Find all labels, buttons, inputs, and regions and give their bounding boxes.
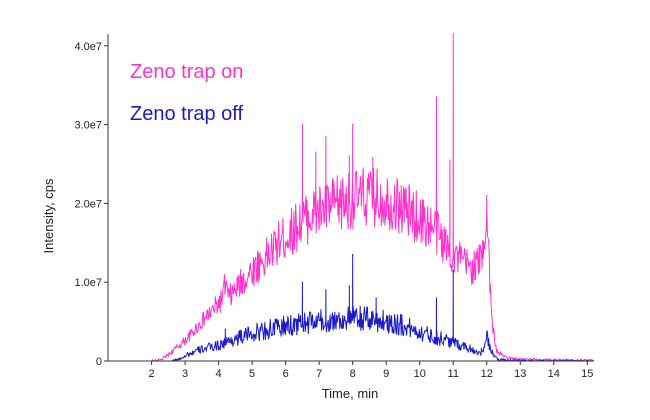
spike-point bbox=[325, 289, 327, 291]
x-axis-title: Time, min bbox=[322, 386, 379, 401]
legend-entry-zeno-off: Zeno trap off bbox=[130, 103, 243, 125]
spike-point bbox=[348, 155, 350, 157]
y-tick-label: 3.0e7 bbox=[74, 120, 102, 132]
y-tick-label: 0 bbox=[96, 356, 102, 368]
y-tick-label: 2.0e7 bbox=[74, 198, 102, 210]
spike-point bbox=[348, 285, 350, 287]
spike-point bbox=[452, 269, 454, 271]
x-tick-label: 2 bbox=[149, 368, 155, 380]
spike-point bbox=[435, 297, 438, 299]
series-layer bbox=[108, 33, 595, 362]
x-tick-label: 3 bbox=[182, 368, 188, 380]
spike-point bbox=[452, 33, 454, 35]
x-tick-label: 14 bbox=[548, 368, 560, 380]
x-tick-label: 9 bbox=[383, 368, 389, 380]
x-tick-label: 12 bbox=[481, 368, 493, 380]
x-tick-label: 15 bbox=[581, 368, 593, 380]
spike-point bbox=[224, 328, 226, 331]
x-tick-label: 7 bbox=[316, 368, 322, 380]
series-line-zeno-trap-off bbox=[108, 254, 594, 362]
spike-point bbox=[372, 157, 374, 159]
spike-point bbox=[301, 124, 303, 126]
axes-layer bbox=[107, 34, 594, 362]
spike-point bbox=[315, 151, 317, 153]
spike-point bbox=[375, 297, 377, 299]
y-tick-label: 1.0e7 bbox=[74, 277, 102, 289]
spike-point bbox=[352, 124, 354, 126]
spike-point bbox=[301, 281, 303, 283]
spike-point bbox=[435, 96, 438, 98]
y-axis-title: Intensity, cps bbox=[41, 178, 56, 253]
x-tick-label: 10 bbox=[414, 368, 426, 380]
y-tick-label: 4.0e7 bbox=[74, 41, 102, 53]
x-tick-label: 13 bbox=[514, 368, 526, 380]
ticks-layer: 2 3 4 5 6 7 8 9 10 11 12 13 14 15 0 1.0e7 2.0e7 3.0e7 4.0e… bbox=[74, 41, 593, 380]
x-tick-label: 5 bbox=[249, 368, 255, 380]
x-tick-label: 4 bbox=[216, 368, 222, 380]
spike-point bbox=[486, 194, 488, 197]
legend-entry-zeno-on: Zeno trap on bbox=[130, 61, 243, 83]
x-tick-label: 6 bbox=[283, 368, 289, 380]
x-tick-label: 11 bbox=[448, 368, 459, 380]
legend: Zeno trap on Zeno trap off bbox=[130, 61, 243, 125]
spike-point bbox=[352, 254, 354, 256]
spike-point bbox=[449, 159, 451, 161]
spike-point bbox=[325, 135, 327, 138]
x-tick-label: 8 bbox=[350, 368, 356, 380]
series-line-zeno-trap-on bbox=[108, 33, 595, 362]
